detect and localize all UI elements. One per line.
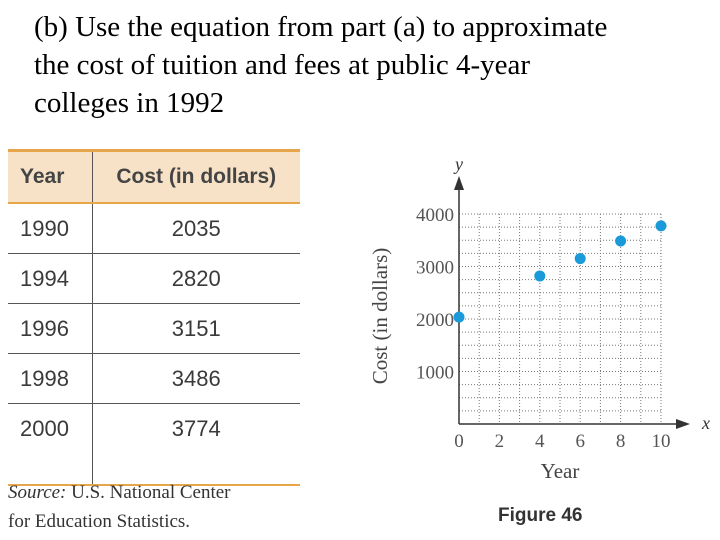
table-header-row: Year Cost (in dollars) (8, 149, 300, 204)
table-row: 1996 3151 (8, 303, 300, 354)
cell-year: 2000 (8, 403, 93, 486)
table-row: 2000 3774 (8, 403, 300, 486)
y-axis-variable: y (453, 154, 463, 174)
column-header-cost: Cost (in dollars) (92, 149, 300, 204)
cell-cost: 2820 (92, 253, 300, 304)
chart-axes (454, 176, 690, 429)
source-note: Source: U.S. National Center for Educati… (8, 478, 308, 536)
y-axis-title: Cost (in dollars) (368, 248, 392, 385)
table-row: 1990 2035 (8, 203, 300, 254)
cell-cost: 3486 (92, 353, 300, 404)
data-point (615, 235, 627, 247)
figure-label: Figure 46 (498, 505, 583, 526)
question-line-2: the cost of tuition and fees at public 4… (34, 49, 531, 81)
source-text-line-1: U.S. National Center (66, 482, 231, 503)
chart-ticks: 0 2 4 6 8 10 1000 2000 3000 4000 (416, 205, 671, 452)
data-table: Year Cost (in dollars) 1990 2035 1994 28… (8, 149, 300, 486)
cell-cost: 3151 (92, 303, 300, 354)
y-tick-label: 3000 (416, 258, 454, 279)
x-axis-arrow-icon (676, 419, 690, 429)
cell-year: 1998 (8, 353, 93, 404)
question-text: (b) Use the equation from part (a) to ap… (34, 8, 704, 122)
x-axis-title: Year (541, 459, 580, 483)
cell-cost: 2035 (92, 203, 300, 254)
x-axis-variable: x (701, 413, 710, 433)
chart-points (453, 220, 667, 323)
data-point (574, 253, 586, 265)
source-text-line-2: for Education Statistics. (8, 511, 191, 532)
question-line-3: colleges in 1992 (34, 87, 225, 119)
x-tick-label: 8 (616, 431, 626, 452)
cell-cost: 3774 (92, 403, 300, 486)
data-point (453, 311, 465, 323)
x-tick-label: 10 (652, 431, 671, 452)
y-tick-label: 2000 (416, 310, 454, 331)
y-tick-label: 1000 (416, 363, 454, 384)
table-row: 1994 2820 (8, 253, 300, 304)
y-tick-label: 4000 (416, 205, 454, 226)
column-header-year: Year (8, 149, 93, 204)
scatter-chart: 0 2 4 6 8 10 1000 2000 3000 4000 Cost (in dollars… (368, 154, 710, 483)
x-tick-label: 2 (495, 431, 505, 452)
data-point (655, 220, 667, 232)
x-tick-label: 4 (535, 431, 545, 452)
cell-year: 1994 (8, 253, 93, 304)
table-row: 1998 3486 (8, 353, 300, 404)
cell-year: 1990 (8, 203, 93, 254)
data-point (534, 270, 546, 282)
y-axis-arrow-icon (454, 176, 464, 190)
x-tick-label: 0 (454, 431, 464, 452)
source-label: Source: (8, 482, 67, 503)
cell-year: 1996 (8, 303, 93, 354)
x-tick-label: 6 (575, 431, 585, 452)
chart-grid (459, 213, 662, 424)
question-line-1: (b) Use the equation from part (a) to ap… (34, 11, 608, 43)
